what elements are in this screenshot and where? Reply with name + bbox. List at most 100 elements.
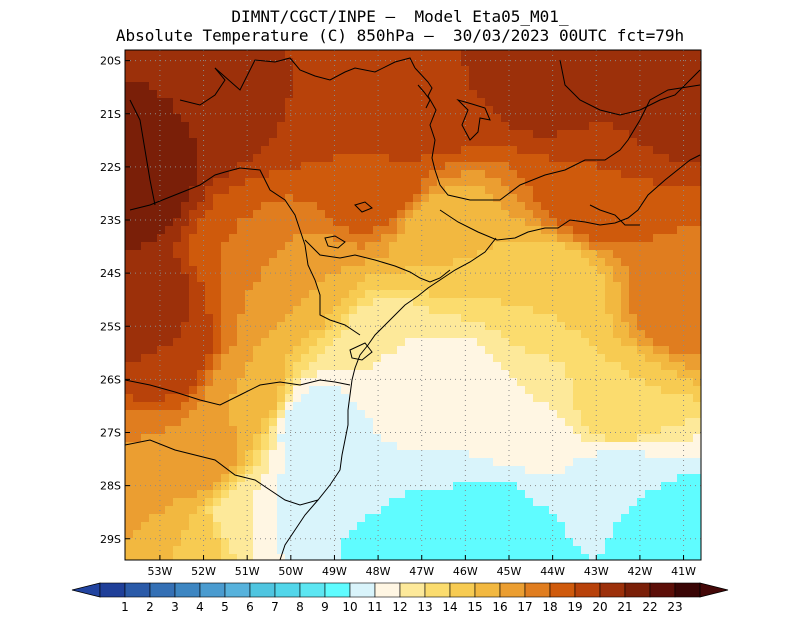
field-cell <box>261 186 270 195</box>
field-cell <box>429 362 438 371</box>
field-cell <box>141 130 150 139</box>
field-cell <box>517 514 526 523</box>
field-cell <box>181 242 190 251</box>
field-cell <box>365 290 374 299</box>
field-cell <box>549 74 558 83</box>
field-cell <box>141 98 150 107</box>
field-cell <box>589 90 598 99</box>
field-cell <box>429 450 438 459</box>
field-cell <box>237 474 246 483</box>
field-cell <box>277 290 286 299</box>
field-cell <box>517 58 526 67</box>
field-cell <box>677 106 686 115</box>
field-cell <box>421 178 430 187</box>
field-cell <box>469 362 478 371</box>
field-cell <box>661 82 670 91</box>
field-cell <box>469 506 478 515</box>
field-cell <box>413 226 422 235</box>
field-cell <box>493 386 502 395</box>
field-cell <box>445 210 454 219</box>
field-cell <box>653 194 662 203</box>
field-cell <box>581 274 590 283</box>
field-cell <box>237 218 246 227</box>
field-cell <box>253 442 262 451</box>
field-cell <box>421 162 430 171</box>
field-cell <box>389 130 398 139</box>
field-cell <box>221 186 230 195</box>
field-cell <box>525 506 534 515</box>
field-cell <box>141 338 150 347</box>
field-cell <box>661 258 670 267</box>
field-cell <box>173 226 182 235</box>
field-cell <box>221 282 230 291</box>
field-cell <box>613 170 622 179</box>
field-cell <box>205 338 214 347</box>
field-cell <box>453 370 462 379</box>
field-cell <box>349 122 358 131</box>
field-cell <box>485 474 494 483</box>
field-cell <box>573 250 582 259</box>
field-cell <box>165 354 174 363</box>
field-cell <box>357 554 366 560</box>
state-border <box>125 439 319 506</box>
field-cell <box>205 106 214 115</box>
field-cell <box>141 314 150 323</box>
field-cell <box>149 274 158 283</box>
field-cell <box>277 418 286 427</box>
field-cell <box>581 410 590 419</box>
field-cell <box>189 330 198 339</box>
field-cell <box>349 250 358 259</box>
field-cell <box>421 370 430 379</box>
field-cell <box>373 330 382 339</box>
field-cell <box>669 250 678 259</box>
field-cell <box>485 146 494 155</box>
field-cell <box>661 226 670 235</box>
field-cell <box>221 242 230 251</box>
field-cell <box>405 466 414 475</box>
field-cell <box>197 194 206 203</box>
field-cell <box>597 194 606 203</box>
field-cell <box>669 178 678 187</box>
field-cell <box>325 202 334 211</box>
field-cell <box>197 522 206 531</box>
field-cell <box>541 58 550 67</box>
field-cell <box>445 514 454 523</box>
field-cell <box>229 538 238 547</box>
field-cell <box>589 378 598 387</box>
field-cell <box>365 106 374 115</box>
field-cell <box>405 186 414 195</box>
field-cell <box>181 154 190 163</box>
field-cell <box>621 210 630 219</box>
field-cell <box>205 482 214 491</box>
lon-tick-label: 41W <box>671 565 696 578</box>
field-cell <box>589 242 598 251</box>
field-cell <box>405 546 414 555</box>
field-cell <box>397 530 406 539</box>
field-cell <box>253 546 262 555</box>
field-cell <box>245 314 254 323</box>
field-cell <box>445 186 454 195</box>
field-cell <box>381 210 390 219</box>
field-cell <box>349 258 358 267</box>
field-cell <box>245 522 254 531</box>
field-cell <box>661 74 670 83</box>
field-cell <box>589 554 598 560</box>
field-cell <box>341 306 350 315</box>
field-cell <box>397 258 406 267</box>
field-cell <box>341 146 350 155</box>
field-cell <box>493 178 502 187</box>
field-cell <box>181 290 190 299</box>
field-cell <box>493 354 502 363</box>
field-cell <box>653 210 662 219</box>
field-cell <box>445 290 454 299</box>
field-cell <box>213 242 222 251</box>
field-cell <box>213 322 222 331</box>
field-cell <box>197 450 206 459</box>
field-cell <box>261 474 270 483</box>
field-cell <box>341 554 350 560</box>
field-cell <box>549 554 558 560</box>
field-cell <box>629 506 638 515</box>
field-cell <box>389 138 398 147</box>
field-cell <box>365 442 374 451</box>
field-cell <box>373 146 382 155</box>
